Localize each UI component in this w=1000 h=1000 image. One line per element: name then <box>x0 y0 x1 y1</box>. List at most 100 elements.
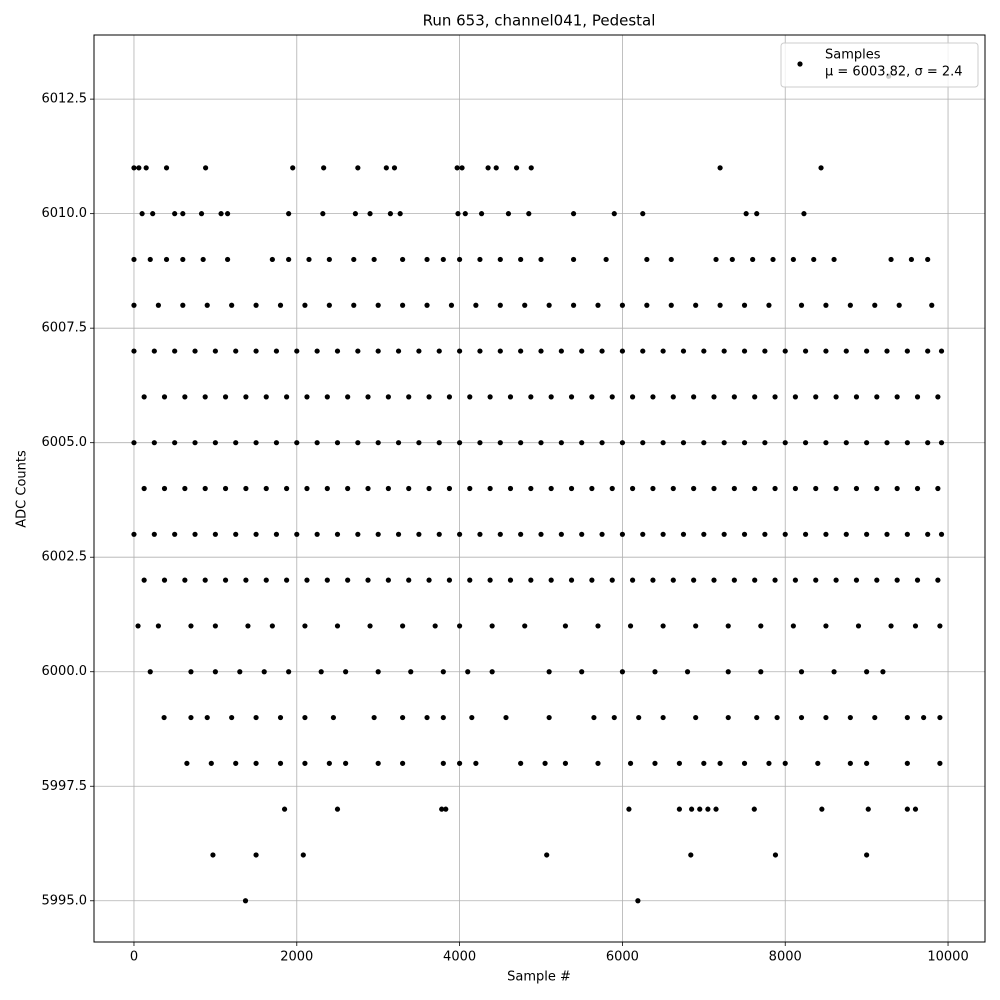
point <box>324 394 330 400</box>
point <box>284 577 290 583</box>
point <box>609 394 615 400</box>
point <box>306 256 312 263</box>
point <box>792 394 799 400</box>
point <box>650 485 656 492</box>
point <box>277 714 284 721</box>
point <box>609 485 615 492</box>
point <box>750 256 756 263</box>
point <box>538 440 544 446</box>
point <box>570 302 577 308</box>
point <box>538 531 544 537</box>
point <box>395 440 402 446</box>
point <box>843 531 849 537</box>
point <box>351 302 357 308</box>
point <box>721 348 727 354</box>
point <box>894 394 900 400</box>
y-tick-label: 6007.5 <box>42 321 88 336</box>
point <box>815 760 821 766</box>
point <box>131 256 137 263</box>
point <box>548 394 554 400</box>
point <box>150 211 156 217</box>
point <box>904 714 910 721</box>
point <box>375 760 381 766</box>
point <box>546 669 552 675</box>
point <box>937 714 943 721</box>
chart-title: Run 653, channel041, Pedestal <box>423 12 656 30</box>
point <box>155 623 161 629</box>
point <box>263 394 269 400</box>
point <box>277 302 284 308</box>
grid-layer <box>94 35 985 942</box>
point <box>284 394 290 400</box>
point <box>198 211 205 217</box>
point <box>595 302 601 308</box>
point <box>636 714 642 721</box>
point <box>801 211 807 217</box>
point <box>864 531 870 537</box>
point <box>439 806 445 812</box>
point <box>243 394 249 400</box>
point <box>180 211 186 217</box>
point <box>729 256 735 263</box>
x-tick-label: 4000 <box>443 950 476 965</box>
point <box>334 440 341 446</box>
point <box>725 714 731 721</box>
point <box>627 760 634 766</box>
point <box>721 531 727 537</box>
point <box>212 669 218 675</box>
point <box>705 806 711 812</box>
point <box>456 760 463 766</box>
point <box>813 394 819 400</box>
point <box>416 440 422 446</box>
point <box>507 485 514 492</box>
point <box>424 302 430 308</box>
point <box>589 577 595 583</box>
point <box>713 256 719 263</box>
point <box>269 256 275 263</box>
point <box>485 165 491 171</box>
point <box>161 714 167 721</box>
point <box>884 531 890 537</box>
point <box>904 531 910 537</box>
point <box>611 211 617 217</box>
point <box>833 577 839 583</box>
point <box>864 669 870 675</box>
point <box>853 577 860 583</box>
point <box>224 211 231 217</box>
point <box>375 348 381 354</box>
point <box>652 669 658 675</box>
point <box>489 623 495 629</box>
point <box>503 714 509 721</box>
point <box>184 760 190 766</box>
point <box>568 485 575 492</box>
point <box>355 348 361 354</box>
point <box>300 852 306 858</box>
point <box>237 669 243 675</box>
point <box>324 485 330 492</box>
point <box>619 440 626 446</box>
point <box>818 165 824 171</box>
point <box>294 531 300 537</box>
point <box>424 256 430 263</box>
point <box>711 485 717 492</box>
point <box>599 440 605 446</box>
point <box>513 165 520 171</box>
y-tick-label: 6010.0 <box>42 206 88 221</box>
point <box>326 760 332 766</box>
point <box>894 577 900 583</box>
point <box>904 348 910 354</box>
point <box>874 577 880 583</box>
point <box>188 714 194 721</box>
point <box>697 806 703 812</box>
point <box>538 256 544 263</box>
point <box>400 760 406 766</box>
point <box>823 440 829 446</box>
point <box>914 485 921 492</box>
point <box>151 348 157 354</box>
point <box>640 531 646 537</box>
point <box>802 348 809 354</box>
point <box>253 531 259 537</box>
point <box>717 165 723 171</box>
point <box>395 348 402 354</box>
point <box>497 256 503 263</box>
